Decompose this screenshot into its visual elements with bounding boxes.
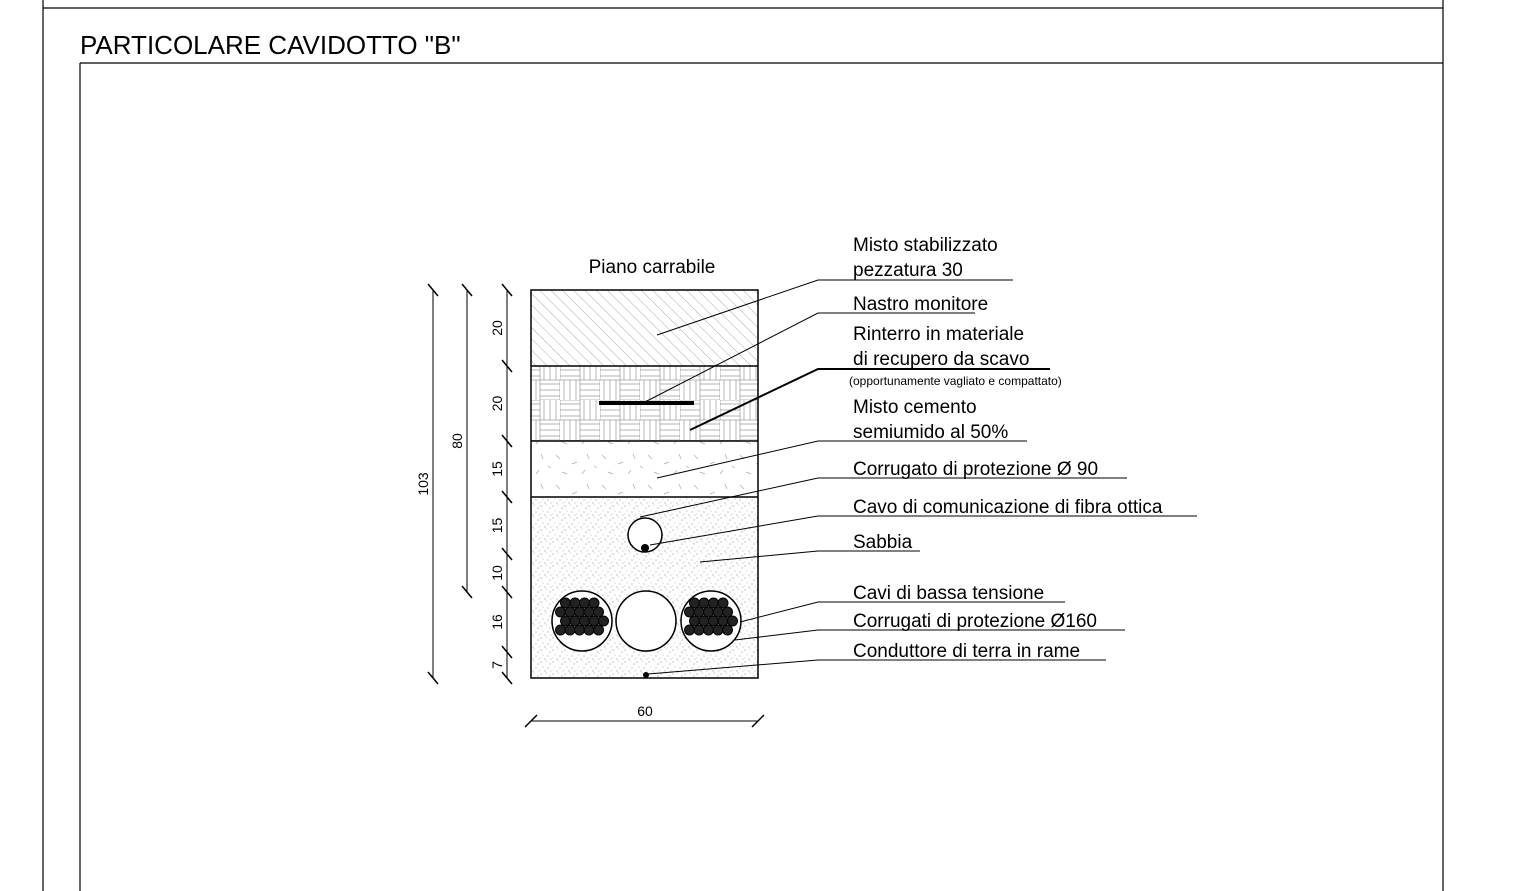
cable — [693, 624, 705, 636]
cable — [574, 624, 585, 636]
dim-label: 10 — [489, 565, 505, 581]
dim-tick — [524, 714, 538, 728]
cable — [583, 624, 595, 636]
layer-label: (opportunamente vagliato e compattato) — [849, 374, 1062, 388]
cable — [569, 597, 581, 609]
cable — [684, 624, 695, 636]
cable — [598, 615, 609, 627]
cable — [593, 624, 604, 636]
dim-label: 80 — [449, 433, 465, 449]
dim-tick — [501, 671, 513, 685]
cable — [712, 624, 724, 636]
layer-label: Corrugato di protezione Ø 90 — [853, 459, 1098, 480]
cable — [727, 615, 738, 627]
dim-tick — [501, 359, 513, 373]
section — [530, 289, 759, 679]
dim-label: 20 — [489, 396, 505, 412]
dim-tick — [501, 585, 513, 599]
frames — [42, 0, 1444, 891]
dim-tick — [427, 283, 439, 297]
cable — [579, 597, 590, 609]
cable — [555, 606, 566, 618]
dim-tick — [751, 714, 765, 728]
dim-tick — [501, 645, 513, 659]
cable — [588, 597, 600, 609]
cable — [708, 597, 719, 609]
dim-label: 16 — [489, 614, 505, 630]
cable — [698, 615, 710, 627]
cable — [689, 597, 700, 609]
cable — [722, 606, 733, 618]
dim-tick — [501, 283, 513, 297]
dim-tick — [461, 585, 473, 599]
dim-label: 103 — [415, 472, 431, 496]
layer-label: Misto stabilizzato — [853, 235, 998, 256]
cable — [708, 615, 719, 627]
cable — [717, 615, 729, 627]
cable — [722, 624, 733, 636]
cable — [560, 615, 571, 627]
cable — [569, 615, 581, 627]
cable — [698, 597, 710, 609]
layer-label: pezzatura 30 — [853, 260, 963, 281]
layer-label: Conduttore di terra in rame — [853, 641, 1080, 662]
dim-label: 20 — [489, 320, 505, 336]
layer-label: Rinterro in materiale — [853, 324, 1024, 345]
cable — [583, 606, 595, 618]
cable — [579, 615, 590, 627]
dim-tick — [501, 547, 513, 561]
title: PARTICOLARE CAVIDOTTO "B" — [80, 30, 461, 60]
cable — [689, 615, 700, 627]
cable — [564, 624, 576, 636]
layer-label: Sabbia — [853, 532, 913, 553]
road-label: Piano carrabile — [589, 257, 716, 278]
dim-tick — [427, 671, 439, 685]
layer-label: Nastro monitore — [853, 294, 988, 315]
cable — [684, 606, 695, 618]
cable — [555, 624, 566, 636]
cable — [712, 606, 724, 618]
dim-label: 15 — [489, 461, 505, 477]
leaders — [639, 279, 1197, 675]
layer-label: Misto cemento — [853, 397, 977, 418]
cable — [703, 606, 714, 618]
cable — [593, 606, 604, 618]
dim-tick — [461, 283, 473, 297]
dim-label: 15 — [489, 518, 505, 534]
layer-label: Cavo di comunicazione di fibra ottica — [853, 497, 1163, 518]
cable — [564, 606, 576, 618]
dim-tick — [501, 434, 513, 448]
cable — [703, 624, 714, 636]
dim-tick — [501, 490, 513, 504]
dim-label: 7 — [489, 661, 505, 669]
cable — [574, 606, 585, 618]
layer-label: di recupero da scavo — [853, 349, 1029, 370]
layer-label: Corrugati di protezione Ø160 — [853, 611, 1097, 632]
cable — [588, 615, 600, 627]
layer-label: Cavi di bassa tensione — [853, 583, 1044, 604]
cable — [717, 597, 729, 609]
cable — [560, 597, 571, 609]
layer-label: semiumido al 50% — [853, 422, 1008, 443]
dimension-lines — [427, 283, 765, 728]
dim-label: 60 — [637, 703, 653, 719]
cable — [693, 606, 705, 618]
